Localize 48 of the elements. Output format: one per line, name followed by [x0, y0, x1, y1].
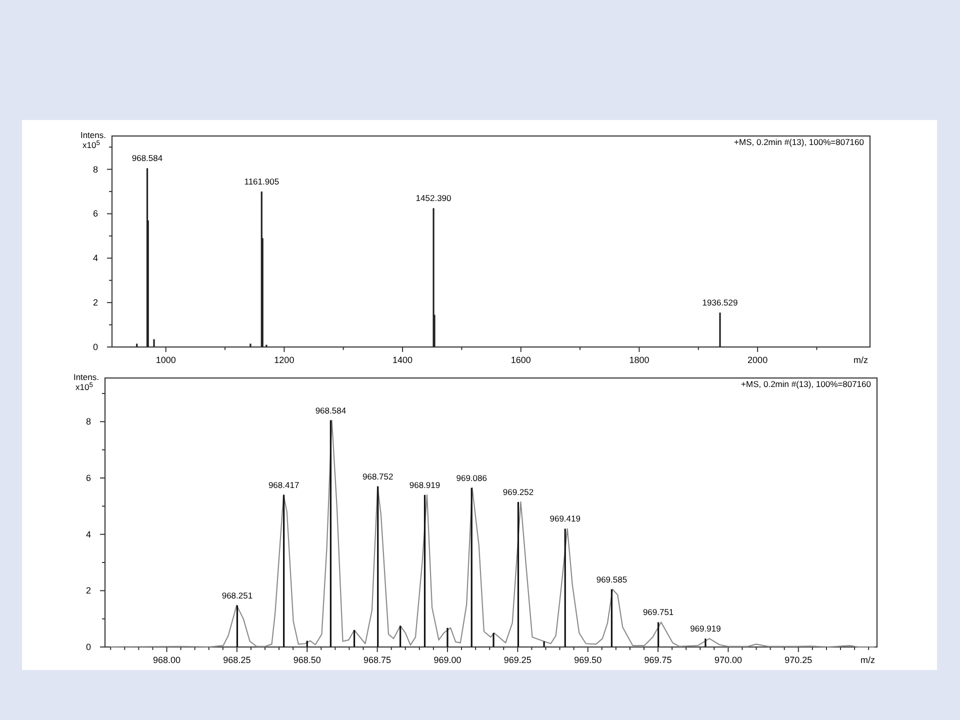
x-tick-label: 968.25 [223, 655, 251, 665]
annotation: +MS, 0.2min #(13), 100%=807160 [741, 379, 872, 389]
annotation: 968.584 [315, 405, 346, 416]
annotation: 969.919 [690, 624, 722, 634]
annotation: 968.251 [222, 590, 253, 600]
y-tick-label: 6 [86, 472, 91, 483]
x-tick-label: 968.75 [364, 655, 392, 665]
x-tick-label: 1000 [156, 355, 176, 365]
y-tick-label: 2 [92, 298, 98, 308]
y-tick-label: 2 [86, 586, 91, 596]
x-tick-label: 2000 [748, 355, 768, 365]
x-tick-label: 1600 [510, 355, 531, 365]
annotation: 1936.529 [702, 298, 738, 308]
x-tick-label: 1400 [392, 355, 413, 365]
annotation: 968.919 [409, 480, 440, 490]
x-tick-label: 970.25 [784, 655, 812, 665]
y-axis-title: Intens. x10$^{5}$ [80, 130, 106, 150]
y-tick-label: 8 [86, 416, 91, 427]
y-tick-label: 0 [86, 642, 91, 652]
annotation: 968.752 [362, 471, 394, 482]
annotation: 1161.905 [244, 176, 280, 187]
annotation: 969.751 [642, 607, 674, 618]
annotation: 1452.390 [416, 193, 452, 204]
annotation: 968.584 [132, 153, 163, 164]
y-tick-label: 0 [92, 342, 98, 352]
y-tick-label: 4 [92, 253, 98, 264]
x-tick-label: 968.00 [152, 655, 181, 665]
x-tick-label: 1200 [274, 355, 294, 365]
x-tick-label: 970.00 [714, 655, 742, 665]
x-tick-label: 1800 [629, 355, 650, 365]
annotation: 969.419 [550, 514, 581, 524]
annotation: 969.252 [502, 486, 534, 497]
annotation: 969.086 [456, 472, 488, 483]
x-tick-label: 969.50 [574, 655, 602, 665]
y-tick-label: 6 [92, 208, 98, 219]
y-tick-label: 8 [92, 164, 98, 174]
y-tick-label: 4 [86, 529, 91, 540]
x-tick-label: 969.75 [644, 655, 672, 665]
annotation: 969.585 [596, 574, 628, 584]
x-axis-title: m/z [860, 655, 876, 665]
x-tick-label: 969.25 [504, 655, 532, 665]
annotation: +MS, 0.2min #(13), 100%=807160 [734, 137, 864, 147]
y-axis-title: Intens. x10$^{5}$ [73, 372, 99, 392]
x-tick-label: 969.00 [434, 655, 462, 665]
line-series [110, 420, 875, 648]
annotation: 968.417 [268, 480, 300, 490]
x-axis-title: m/z [854, 355, 868, 365]
x-tick-label: 968.50 [293, 655, 321, 665]
